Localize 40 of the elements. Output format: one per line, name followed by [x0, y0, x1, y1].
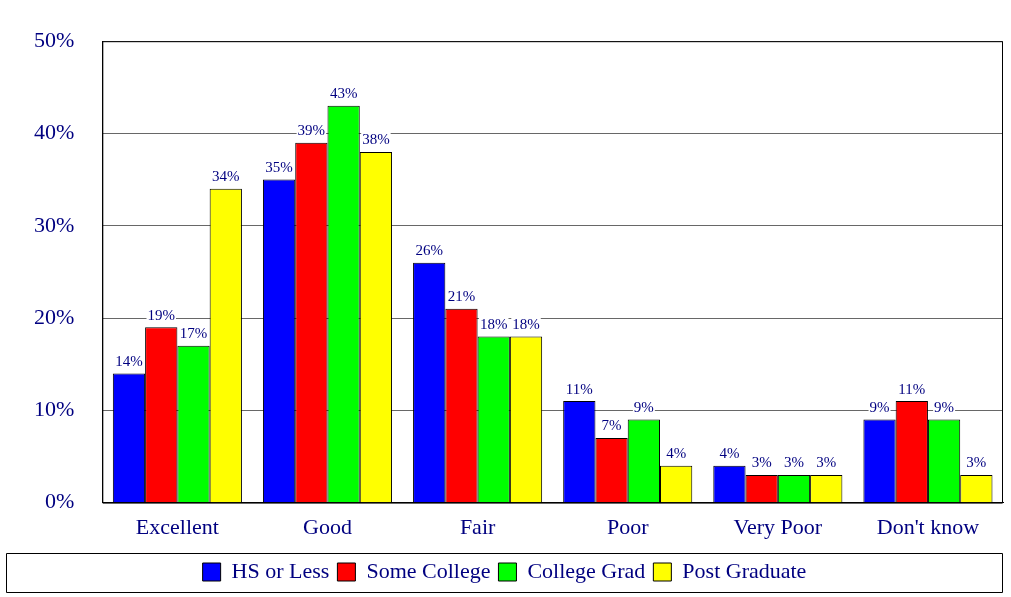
- data-label: 18%: [512, 315, 540, 332]
- y-tick-label: 30%: [34, 211, 75, 237]
- data-label: 21%: [447, 288, 476, 305]
- data-label: 9%: [633, 398, 654, 415]
- data-label: 26%: [415, 242, 443, 259]
- y-tick-label: 20%: [34, 303, 75, 329]
- data-label: 4%: [719, 445, 740, 462]
- data-label: 9%: [934, 398, 955, 415]
- data-label: 34%: [212, 168, 240, 185]
- data-label: 3%: [966, 454, 987, 471]
- data-label: 38%: [362, 131, 390, 148]
- x-tick-label: Poor: [606, 513, 650, 539]
- data-label: 11%: [565, 380, 593, 397]
- legend-label: Post Graduate: [682, 557, 807, 583]
- data-label: 3%: [751, 454, 772, 471]
- data-label: 4%: [666, 445, 687, 462]
- y-tick-label: 0%: [45, 488, 75, 514]
- data-label: 7%: [601, 417, 622, 434]
- data-label: 3%: [816, 454, 837, 471]
- data-label: 35%: [265, 159, 293, 176]
- x-tick-label: Fair: [459, 513, 496, 539]
- data-label: 14%: [115, 352, 143, 369]
- data-label: 18%: [479, 315, 508, 332]
- legend-label: College Grad: [527, 557, 646, 583]
- data-label: 3%: [783, 454, 804, 471]
- data-label: 19%: [147, 306, 175, 323]
- legend-label: Some College: [366, 557, 491, 583]
- data-label: 11%: [898, 380, 926, 397]
- x-tick-label: Good: [303, 513, 352, 539]
- data-label: 17%: [179, 325, 208, 342]
- x-tick-label: Excellent: [135, 513, 219, 539]
- x-tick-label: Don't know: [876, 513, 980, 539]
- y-tick-label: 50%: [34, 26, 75, 52]
- y-tick-label: 10%: [34, 396, 75, 422]
- legend-label: HS or Less: [231, 557, 330, 583]
- data-label: 43%: [329, 85, 358, 102]
- y-tick-label: 40%: [34, 119, 75, 145]
- data-label: 9%: [869, 398, 890, 415]
- data-label: 39%: [297, 122, 326, 139]
- x-tick-label: Very Poor: [733, 513, 823, 539]
